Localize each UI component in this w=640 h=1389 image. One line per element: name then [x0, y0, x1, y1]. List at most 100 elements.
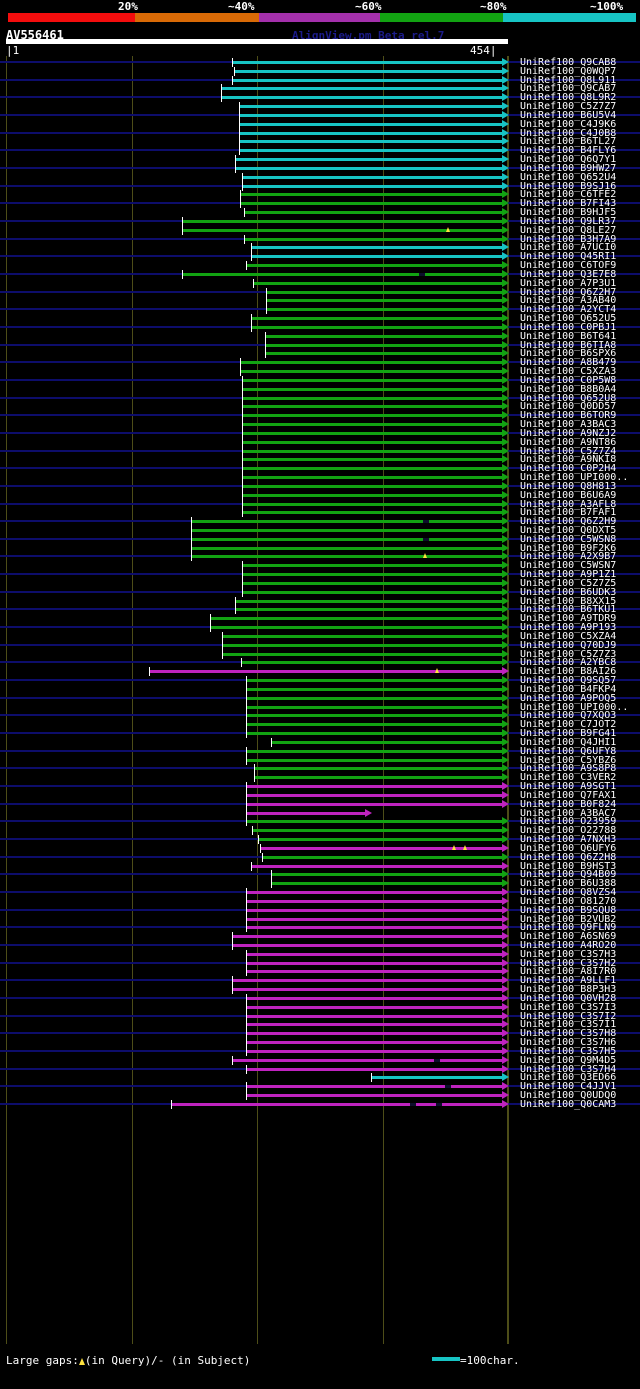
alignment-bar[interactable]: [246, 802, 503, 806]
hit-row[interactable]: UniRef100_C4J0B8: [0, 127, 640, 139]
hit-label[interactable]: UniRef100_C6TFE2: [520, 189, 617, 201]
hit-row[interactable]: UniRef100_A7P3U1: [0, 278, 640, 289]
hit-label[interactable]: UniRef100_Q0DXT5: [520, 524, 617, 536]
alignment-bar[interactable]: [242, 573, 503, 577]
alignment-bar[interactable]: [242, 449, 503, 453]
hit-label[interactable]: UniRef100_B9SQU8: [520, 904, 617, 916]
alignment-bar[interactable]: [246, 679, 503, 683]
hit-row[interactable]: UniRef100_C5Z7Z4: [0, 445, 640, 457]
hit-label[interactable]: UniRef100_A9NT86: [520, 436, 617, 448]
hit-label[interactable]: UniRef100_B2VUB2: [520, 913, 617, 925]
alignment-bar[interactable]: [265, 334, 503, 338]
alignment-bar[interactable]: [246, 891, 503, 895]
alignment-bar[interactable]: [270, 740, 503, 744]
alignment-bar[interactable]: [246, 758, 503, 762]
hit-label[interactable]: UniRef100_C5Z7Z5: [520, 577, 617, 589]
hit-label[interactable]: UniRef100_B4FKP4: [520, 683, 617, 695]
alignment-bar[interactable]: [242, 511, 503, 515]
hit-row[interactable]: UniRef100_A9NZJ2: [0, 428, 640, 439]
hit-row[interactable]: UniRef100_A8B479: [0, 357, 640, 368]
alignment-bar[interactable]: [234, 69, 503, 73]
hit-label[interactable]: UniRef100_C5XZA4: [520, 630, 617, 642]
hit-row[interactable]: UniRef100_A8I7R0: [0, 966, 640, 978]
alignment-bar[interactable]: [250, 325, 503, 329]
hit-label[interactable]: UniRef100_B4FLY6: [520, 145, 617, 157]
hit-label[interactable]: UniRef100_A6SN69: [520, 931, 617, 943]
alignment-bar[interactable]: [246, 687, 503, 691]
hit-label[interactable]: UniRef100_B6TOR9: [520, 410, 617, 422]
alignment-bar[interactable]: [257, 838, 503, 842]
hit-row[interactable]: UniRef100_Q3E7E8: [0, 269, 640, 280]
hit-row[interactable]: UniRef100_B6T641: [0, 330, 640, 342]
hit-row[interactable]: UniRef100_Q9M4D5: [0, 1055, 640, 1066]
alignment-bar[interactable]: [246, 1041, 503, 1045]
hit-label[interactable]: UniRef100_B6TIA8: [520, 339, 617, 351]
hit-label[interactable]: UniRef100_C7JOT2: [520, 719, 617, 731]
alignment-bar[interactable]: [242, 467, 503, 471]
hit-label[interactable]: UniRef100_B9FG41: [520, 728, 617, 740]
alignment-bar[interactable]: [250, 864, 503, 868]
alignment-bar[interactable]: [242, 590, 503, 594]
hit-row[interactable]: UniRef100_Q0DD57: [0, 401, 640, 412]
alignment-bar[interactable]: [261, 855, 503, 859]
hit-row[interactable]: UniRef100_B6TL27: [0, 136, 640, 147]
hit-label[interactable]: UniRef100_C3S7H2: [520, 957, 617, 969]
alignment-bar[interactable]: [182, 219, 503, 223]
alignment-bar[interactable]: [246, 926, 503, 930]
alignment-bar[interactable]: [246, 908, 503, 912]
hit-label[interactable]: UniRef100_B6U5V4: [520, 109, 617, 121]
hit-row[interactable]: UniRef100_Q70DJ9: [0, 640, 640, 651]
alignment-bar[interactable]: [246, 1085, 503, 1089]
hit-label[interactable]: UniRef100_A3AFL8: [520, 498, 617, 510]
alignment-bar[interactable]: [246, 705, 503, 709]
hit-label[interactable]: UniRef100_Q9LR37: [520, 215, 617, 227]
hit-label[interactable]: UniRef100_C3S7I3: [520, 1001, 617, 1013]
alignment-bar[interactable]: [242, 581, 503, 585]
hit-row[interactable]: UniRef100_Q0DXT5: [0, 524, 640, 536]
hit-label[interactable]: UniRef100_B8P3H3: [520, 984, 617, 996]
hit-row[interactable]: UniRef100_C3VER2: [0, 772, 640, 783]
hit-row[interactable]: UniRef100_A9POQ5: [0, 693, 640, 704]
hit-row[interactable]: UniRef100_C3S7H6: [0, 1037, 640, 1048]
hit-row[interactable]: UniRef100_Q94B09: [0, 869, 640, 880]
hit-label[interactable]: UniRef100_B3H7A9: [520, 233, 617, 245]
hit-label[interactable]: UniRef100_B9F2K6: [520, 542, 617, 554]
hit-label[interactable]: UniRef100_B6T641: [520, 330, 617, 342]
hit-row[interactable]: UniRef100_C4J9K6: [0, 119, 640, 130]
alignment-bar[interactable]: [250, 246, 503, 250]
alignment-bar[interactable]: [246, 1023, 503, 1027]
hit-row[interactable]: UniRef100_B6UDK3: [0, 587, 640, 598]
hit-label[interactable]: UniRef100_C5WSN8: [520, 533, 617, 545]
hit-row[interactable]: UniRef100_Q9FLN9: [0, 922, 640, 933]
hit-row[interactable]: UniRef100_Q6Z2H8: [0, 852, 640, 863]
hit-label[interactable]: UniRef100_A7UCI0: [520, 242, 617, 254]
alignment-bar[interactable]: [191, 537, 503, 541]
hit-label[interactable]: UniRef100_Q8VZS4: [520, 887, 617, 899]
hit-label[interactable]: UniRef100_A9P1Z1: [520, 569, 617, 581]
alignment-bar[interactable]: [232, 78, 503, 82]
hit-label[interactable]: UniRef100_B7FI43: [520, 198, 617, 210]
hit-row[interactable]: UniRef100_B6U388: [0, 878, 640, 889]
alignment-bar[interactable]: [252, 829, 503, 833]
hit-label[interactable]: UniRef100_B8XX15: [520, 595, 617, 607]
hit-label[interactable]: UniRef100_C6TOF9: [520, 260, 617, 272]
hit-label[interactable]: UniRef100_C4J0B8: [520, 127, 617, 139]
alignment-bar[interactable]: [246, 749, 503, 753]
alignment-bar[interactable]: [246, 714, 503, 718]
alignment-bar[interactable]: [209, 626, 503, 630]
hit-label[interactable]: UniRef100_C5Z7Z4: [520, 445, 617, 457]
hit-row[interactable]: UniRef100_O81270: [0, 896, 640, 907]
hit-label[interactable]: UniRef100_A2X9B7: [520, 551, 617, 563]
alignment-bar[interactable]: [232, 944, 503, 947]
alignment-bar[interactable]: [246, 723, 503, 727]
alignment-bar[interactable]: [242, 175, 503, 179]
alignment-bar[interactable]: [242, 502, 503, 506]
hit-row[interactable]: UniRef100_Q652U4: [0, 172, 640, 183]
alignment-bar[interactable]: [246, 917, 503, 921]
hit-row[interactable]: UniRef100_C7JOT2: [0, 719, 640, 731]
alignment-bar[interactable]: [266, 299, 503, 303]
alignment-bar[interactable]: [246, 793, 503, 797]
alignment-bar[interactable]: [239, 202, 503, 206]
hit-label[interactable]: UniRef100_A8I7R0: [520, 966, 617, 978]
hit-row[interactable]: UniRef100_B6TKU1: [0, 604, 640, 615]
